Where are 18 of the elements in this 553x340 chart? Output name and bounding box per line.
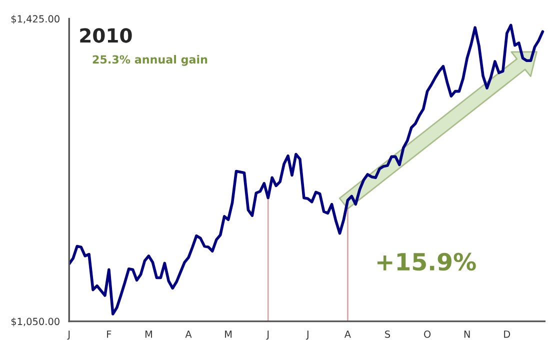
annotation: 25.3% annual gain (92, 55, 208, 66)
x-tick-label: A (185, 330, 192, 338)
x-tick-label: J (266, 330, 269, 340)
x-tick-label: J (67, 330, 70, 340)
x-tick-label: M (145, 330, 152, 338)
x-tick-label: J (306, 330, 308, 340)
x-tick-label: D (504, 330, 510, 338)
chart-title: 2010 (80, 28, 132, 43)
x-tick-label: M (225, 330, 232, 338)
x-tick-label: O (424, 330, 431, 338)
x-tick-label: A (344, 330, 351, 338)
y-tick-label: $1,050.00 (11, 318, 60, 326)
line-series (69, 24, 544, 316)
x-tick-label: N (464, 330, 470, 338)
x-tick-label: S (385, 330, 390, 338)
y-tick-label: $1,425.00 (11, 15, 60, 24)
annotation: +15.9% (377, 252, 476, 271)
x-tick-label: F (107, 330, 112, 338)
